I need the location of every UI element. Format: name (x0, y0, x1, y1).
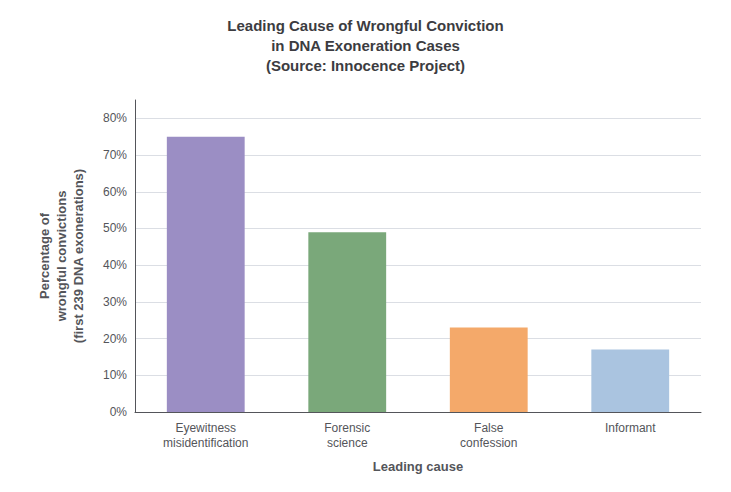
svg-text:Eyewitness: Eyewitness (175, 421, 236, 435)
svg-text:60%: 60% (103, 185, 127, 199)
svg-text:Leading Cause of Wrongful Conv: Leading Cause of Wrongful Conviction (227, 17, 503, 34)
svg-text:40%: 40% (103, 258, 127, 272)
svg-text:20%: 20% (103, 332, 127, 346)
svg-text:Leading cause: Leading cause (373, 459, 463, 474)
svg-text:Informant: Informant (605, 421, 656, 435)
svg-text:False: False (474, 421, 504, 435)
svg-text:science: science (327, 436, 368, 450)
svg-text:wrongful convictions: wrongful convictions (54, 191, 69, 323)
svg-text:70%: 70% (103, 148, 127, 162)
svg-text:(Source: Innocence Project): (Source: Innocence Project) (266, 57, 465, 74)
svg-text:Percentage of: Percentage of (37, 212, 52, 299)
svg-text:10%: 10% (103, 368, 127, 382)
svg-text:misidentification: misidentification (163, 436, 248, 450)
svg-text:(first 239 DNA exonerations): (first 239 DNA exonerations) (71, 169, 86, 343)
svg-text:0%: 0% (110, 405, 128, 419)
svg-text:confession: confession (460, 436, 517, 450)
svg-text:Forensic: Forensic (324, 421, 370, 435)
svg-text:in DNA Exoneration Cases: in DNA Exoneration Cases (271, 37, 460, 54)
svg-text:80%: 80% (103, 111, 127, 125)
svg-text:50%: 50% (103, 221, 127, 235)
svg-text:30%: 30% (103, 295, 127, 309)
